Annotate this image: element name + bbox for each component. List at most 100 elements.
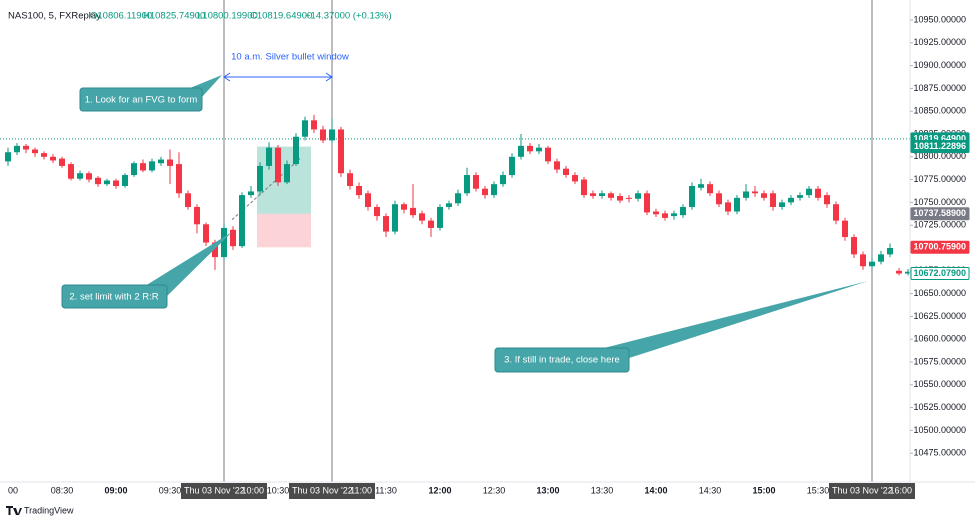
- candle-body: [338, 129, 344, 174]
- candle-body: [194, 206, 200, 225]
- x-tick-label: 00: [8, 485, 18, 495]
- candle-body: [176, 164, 182, 194]
- candle-body: [644, 193, 650, 213]
- candle-body: [815, 188, 821, 198]
- candle-body: [905, 271, 911, 274]
- y-tick-label: 10900.00000: [913, 60, 966, 70]
- time-marker-date: Thu 03 Nov '22: [184, 485, 245, 495]
- candle-body: [698, 184, 704, 188]
- candle-body: [158, 159, 164, 164]
- y-tick-label: 10650.00000: [913, 288, 966, 298]
- candle-body: [464, 175, 470, 194]
- candle-body: [617, 196, 623, 201]
- candle-body: [419, 213, 425, 221]
- candle-body: [410, 207, 416, 216]
- x-tick-label: 09:00: [104, 485, 127, 495]
- candle-body: [554, 161, 560, 170]
- price-label: 10737.58900: [913, 208, 966, 218]
- candle-body: [14, 145, 20, 153]
- candle-body: [590, 193, 596, 197]
- x-tick-label: 14:00: [644, 485, 667, 495]
- y-tick-label: 10875.00000: [913, 83, 966, 93]
- candle-body: [761, 193, 767, 198]
- candle-body: [887, 248, 893, 255]
- candle-body: [806, 188, 812, 196]
- candle-body: [329, 129, 335, 141]
- candle-body: [401, 204, 407, 210]
- candle-body: [113, 180, 119, 186]
- y-tick-label: 10800.00000: [913, 151, 966, 161]
- y-tick-label: 10575.00000: [913, 356, 966, 366]
- candle-body: [491, 184, 497, 196]
- time-marker-time: 10:00: [241, 485, 264, 495]
- candle-body: [788, 197, 794, 203]
- y-tick-label: 10475.00000: [913, 448, 966, 458]
- callout-box: [79, 87, 203, 112]
- candle-body: [896, 270, 902, 274]
- candle-body: [509, 156, 515, 176]
- x-tick-label: 12:00: [428, 485, 451, 495]
- candle-body: [50, 156, 56, 161]
- footer: TradingView: [6, 505, 74, 515]
- candle-body: [518, 145, 524, 157]
- time-marker-box: [181, 483, 267, 499]
- candle-body: [671, 213, 677, 217]
- ohlc-low: L10800.19900: [197, 11, 258, 22]
- candle-body: [122, 175, 128, 186]
- candle-body: [86, 173, 92, 180]
- x-tick-label: 14:30: [699, 485, 722, 495]
- candle-body: [851, 237, 857, 255]
- candle-body: [311, 120, 317, 130]
- y-tick-label: 10850.00000: [913, 106, 966, 116]
- price-label: 10700.75900: [913, 242, 966, 252]
- y-tick-label: 10950.00000: [913, 14, 966, 24]
- y-tick-label: 10550.00000: [913, 379, 966, 389]
- candle-body: [752, 191, 758, 194]
- candle-body: [5, 152, 11, 162]
- candle-body: [257, 165, 263, 192]
- candle-body: [797, 195, 803, 198]
- candle-body: [140, 163, 146, 171]
- candle-body: [383, 216, 389, 232]
- price-label-box: [910, 207, 970, 221]
- y-tick-label: 10725.00000: [913, 220, 966, 230]
- time-marker-date: Thu 03 Nov '22: [292, 485, 353, 495]
- time-marker-time: 11:00: [350, 485, 372, 495]
- price-label-box: [910, 266, 970, 280]
- y-tick-label: 10750.00000: [913, 197, 966, 207]
- candle-body: [734, 197, 740, 212]
- candle-body: [581, 179, 587, 196]
- candle-body: [743, 191, 749, 198]
- callout-box: [61, 284, 168, 309]
- candle-body: [599, 193, 605, 197]
- candle-body: [221, 227, 227, 258]
- price-label-box: [910, 240, 970, 254]
- x-tick-label: 15:00: [752, 485, 775, 495]
- candle-body: [347, 173, 353, 186]
- time-marker-date: Thu 03 Nov '22: [832, 485, 893, 495]
- callout-box: [494, 347, 630, 373]
- candle-body: [32, 149, 38, 154]
- candle-body: [320, 129, 326, 141]
- candle-body: [653, 211, 659, 215]
- candle-body: [446, 203, 452, 207]
- candle-body: [248, 191, 254, 196]
- price-label-box: [910, 140, 970, 154]
- y-tick-label: 10525.00000: [913, 402, 966, 412]
- candle-body: [356, 185, 362, 196]
- candle-body: [770, 193, 776, 207]
- axes: 10950.00000 10925.00000 10900.00000 10875.0…: [0, 0, 975, 500]
- candle-body: [689, 185, 695, 207]
- candles: [5, 114, 911, 276]
- price-label: 10811.22896: [914, 141, 966, 151]
- brand: TradingView: [24, 505, 74, 515]
- x-tick-label: 13:30: [591, 485, 614, 495]
- ohlc-close: C10819.64900: [250, 11, 312, 22]
- candle-body: [860, 254, 866, 267]
- candle-body: [104, 180, 110, 185]
- candle-body: [23, 145, 29, 150]
- candle-body: [41, 153, 47, 157]
- callout-pointer: [600, 281, 868, 358]
